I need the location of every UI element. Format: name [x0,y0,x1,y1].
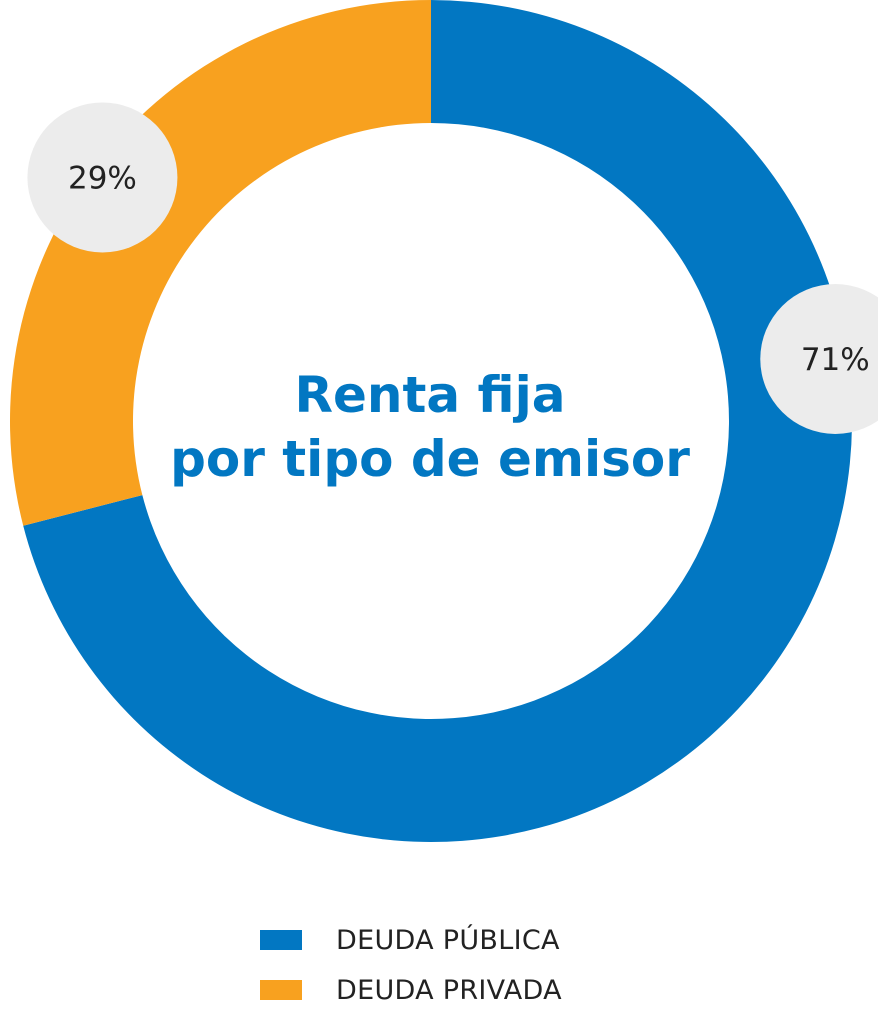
legend-swatch-deuda-privada [260,980,302,1000]
value-badge-deuda-publica: 71% [760,284,878,434]
chart-title-line-2: por tipo de emisor [170,430,690,488]
chart-title-line-1: Renta fija [294,366,566,424]
legend-item-deuda-publica: DEUDA PÚBLICA [260,915,562,965]
legend-swatch-deuda-publica [260,930,302,950]
donut-slice-deuda-privada [9,0,431,526]
legend-label-deuda-privada: DEUDA PRIVADA [336,974,562,1006]
value-label-deuda-privada: 29% [68,160,137,196]
donut-slice-deuda-p-blica [23,0,853,842]
value-badge-circle [27,102,178,253]
legend-label-deuda-publica: DEUDA PÚBLICA [336,924,560,956]
value-label-deuda-publica: 71% [801,342,870,378]
legend: DEUDA PÚBLICA DEUDA PRIVADA [260,915,562,1015]
value-badge-circle [760,284,878,434]
value-badge-deuda-privada: 29% [27,102,178,253]
value-labels-layer: 71% 29% [27,102,878,434]
slices-layer [9,0,853,842]
legend-item-deuda-privada: DEUDA PRIVADA [260,965,562,1015]
